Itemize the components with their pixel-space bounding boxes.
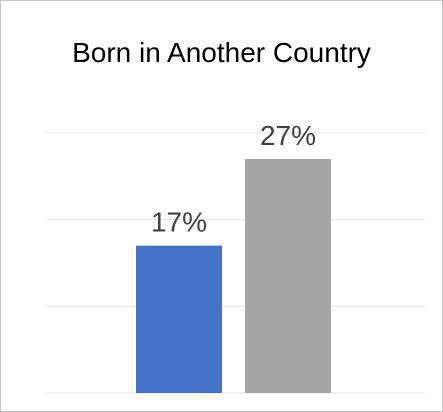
data-label-1: 17%	[151, 207, 207, 238]
data-label-2: 27%	[260, 120, 316, 151]
bar-1	[136, 245, 222, 393]
chart-title: Born in Another Country	[72, 37, 371, 68]
bar-2	[245, 159, 331, 393]
